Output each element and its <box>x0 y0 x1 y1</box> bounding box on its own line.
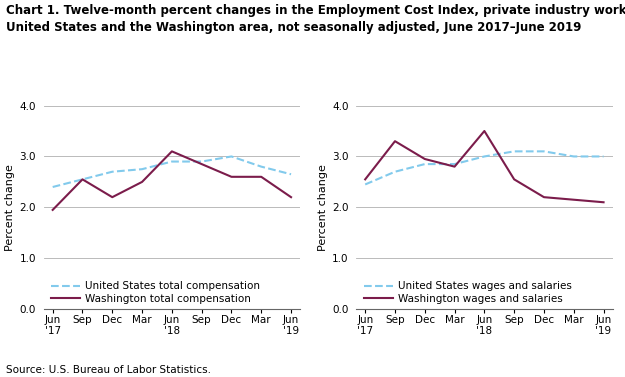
United States wages and salaries <box>451 162 458 166</box>
United States wages and salaries <box>540 149 548 154</box>
United States total compensation <box>138 167 146 172</box>
Washington wages and salaries <box>570 198 578 202</box>
Line: Washington wages and salaries: Washington wages and salaries <box>365 131 604 202</box>
Y-axis label: Percent change: Percent change <box>318 164 328 251</box>
Washington total compensation <box>49 208 56 212</box>
United States total compensation <box>228 154 235 159</box>
United States total compensation <box>258 164 265 169</box>
Washington total compensation <box>288 195 295 199</box>
United States wages and salaries <box>391 170 399 174</box>
United States total compensation <box>49 185 56 189</box>
United States total compensation <box>168 159 176 164</box>
Washington wages and salaries <box>451 164 458 169</box>
United States total compensation <box>198 159 206 164</box>
Washington total compensation <box>79 177 86 182</box>
Text: Source: U.S. Bureau of Labor Statistics.: Source: U.S. Bureau of Labor Statistics. <box>6 365 211 375</box>
United States total compensation <box>288 172 295 176</box>
Washington total compensation <box>109 195 116 199</box>
Legend: United States wages and salaries, Washington wages and salaries: United States wages and salaries, Washin… <box>361 279 574 306</box>
Line: United States wages and salaries: United States wages and salaries <box>365 152 604 184</box>
Line: United States total compensation: United States total compensation <box>52 156 291 187</box>
Washington wages and salaries <box>540 195 548 199</box>
United States wages and salaries <box>570 154 578 159</box>
Washington total compensation <box>258 175 265 179</box>
Washington total compensation <box>228 175 235 179</box>
Line: Washington total compensation: Washington total compensation <box>52 152 291 210</box>
Washington wages and salaries <box>481 129 488 133</box>
United States total compensation <box>109 170 116 174</box>
United States wages and salaries <box>600 154 608 159</box>
Text: Chart 1. Twelve-month percent changes in the Employment Cost Index, private indu: Chart 1. Twelve-month percent changes in… <box>6 4 625 34</box>
Washington wages and salaries <box>361 177 369 182</box>
Washington total compensation <box>138 180 146 184</box>
Washington wages and salaries <box>600 200 608 204</box>
United States wages and salaries <box>421 162 429 166</box>
United States wages and salaries <box>511 149 518 154</box>
Y-axis label: Percent change: Percent change <box>6 164 16 251</box>
United States wages and salaries <box>361 182 369 187</box>
United States wages and salaries <box>481 154 488 159</box>
Washington total compensation <box>168 149 176 154</box>
Washington wages and salaries <box>511 177 518 182</box>
Washington wages and salaries <box>421 157 429 161</box>
Legend: United States total compensation, Washington total compensation: United States total compensation, Washin… <box>49 279 262 306</box>
Washington total compensation <box>198 162 206 166</box>
Washington wages and salaries <box>391 139 399 144</box>
United States total compensation <box>79 177 86 182</box>
